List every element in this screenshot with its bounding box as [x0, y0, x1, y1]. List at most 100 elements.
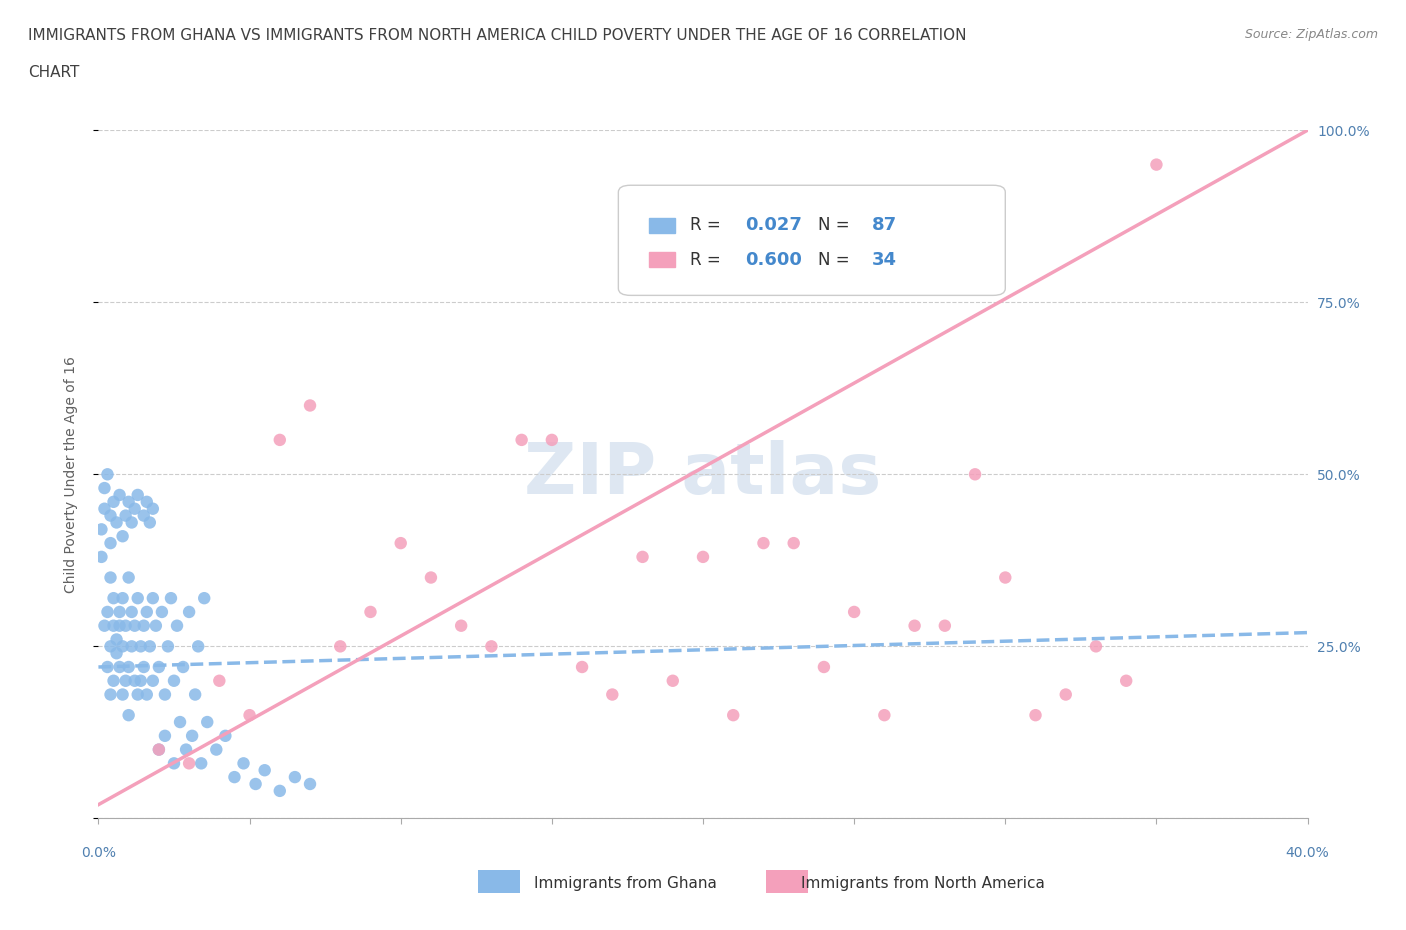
Point [329, 639, 352, 654]
Text: 0.600: 0.600 [745, 250, 803, 269]
Text: R =: R = [690, 250, 725, 269]
Text: R =: R = [690, 216, 725, 234]
Point [96, 467, 118, 482]
Point [150, 604, 173, 619]
Point [783, 536, 806, 551]
Text: CHART: CHART [28, 65, 80, 80]
Point [142, 591, 165, 605]
Text: ZIP atlas: ZIP atlas [524, 440, 882, 509]
Point [163, 756, 186, 771]
Point [105, 632, 128, 647]
Point [1054, 687, 1077, 702]
Point [124, 618, 146, 633]
Point [135, 604, 157, 619]
Point [139, 515, 162, 530]
Point [172, 659, 194, 674]
Point [239, 708, 262, 723]
Point [148, 742, 170, 757]
Point [181, 728, 204, 743]
Point [114, 508, 136, 523]
Text: IMMIGRANTS FROM GHANA VS IMMIGRANTS FROM NORTH AMERICA CHILD POVERTY UNDER THE A: IMMIGRANTS FROM GHANA VS IMMIGRANTS FROM… [28, 28, 966, 43]
Point [135, 687, 157, 702]
Point [253, 763, 276, 777]
Point [389, 536, 412, 551]
Point [129, 639, 152, 654]
Point [1085, 639, 1108, 654]
Point [132, 618, 155, 633]
Point [1115, 673, 1137, 688]
Point [111, 529, 134, 544]
Point [100, 570, 122, 585]
Point [118, 495, 141, 510]
Text: 34: 34 [872, 250, 897, 269]
Point [179, 756, 201, 771]
Point [193, 591, 215, 605]
Text: 0.027: 0.027 [745, 216, 803, 234]
Y-axis label: Child Poverty Under the Age of 16: Child Poverty Under the Age of 16 [63, 356, 77, 592]
Text: Source: ZipAtlas.com: Source: ZipAtlas.com [1244, 28, 1378, 41]
Point [105, 515, 128, 530]
Point [100, 536, 122, 551]
Text: N =: N = [818, 250, 855, 269]
Point [121, 639, 143, 654]
Point [269, 432, 291, 447]
Text: 40.0%: 40.0% [1285, 846, 1330, 860]
Point [132, 659, 155, 674]
Point [174, 742, 197, 757]
Point [166, 618, 188, 633]
Point [156, 639, 179, 654]
Point [360, 604, 382, 619]
FancyBboxPatch shape [619, 185, 1005, 296]
Point [184, 687, 207, 702]
Point [692, 550, 714, 565]
Point [904, 618, 927, 633]
Point [631, 550, 654, 565]
Point [1144, 157, 1167, 172]
Point [105, 645, 128, 660]
Point [160, 591, 183, 605]
Text: 0.0%: 0.0% [82, 846, 115, 860]
Point [132, 508, 155, 523]
Point [135, 495, 157, 510]
Point [96, 604, 118, 619]
Point [190, 756, 212, 771]
Text: 87: 87 [872, 216, 897, 234]
Point [481, 639, 503, 654]
Point [93, 501, 115, 516]
Point [127, 487, 149, 502]
Point [187, 639, 209, 654]
Point [118, 708, 141, 723]
Point [148, 742, 170, 757]
Point [103, 673, 125, 688]
Point [103, 618, 125, 633]
Point [205, 742, 228, 757]
Point [145, 618, 167, 633]
Point [118, 570, 141, 585]
Point [602, 687, 624, 702]
Point [129, 673, 152, 688]
Point [142, 501, 165, 516]
Point [169, 714, 191, 729]
Point [121, 515, 143, 530]
Point [232, 756, 254, 771]
Point [111, 639, 134, 654]
Point [100, 508, 122, 523]
Point [127, 591, 149, 605]
Point [269, 783, 291, 798]
Point [873, 708, 896, 723]
Point [723, 708, 745, 723]
Point [118, 659, 141, 674]
Point [108, 618, 131, 633]
Point [965, 467, 987, 482]
Point [124, 501, 146, 516]
Point [100, 687, 122, 702]
Point [127, 687, 149, 702]
Point [103, 495, 125, 510]
Point [90, 550, 112, 565]
Point [662, 673, 685, 688]
Point [214, 728, 236, 743]
Point [148, 659, 170, 674]
Point [100, 639, 122, 654]
Point [571, 659, 593, 674]
Bar [648, 252, 675, 267]
